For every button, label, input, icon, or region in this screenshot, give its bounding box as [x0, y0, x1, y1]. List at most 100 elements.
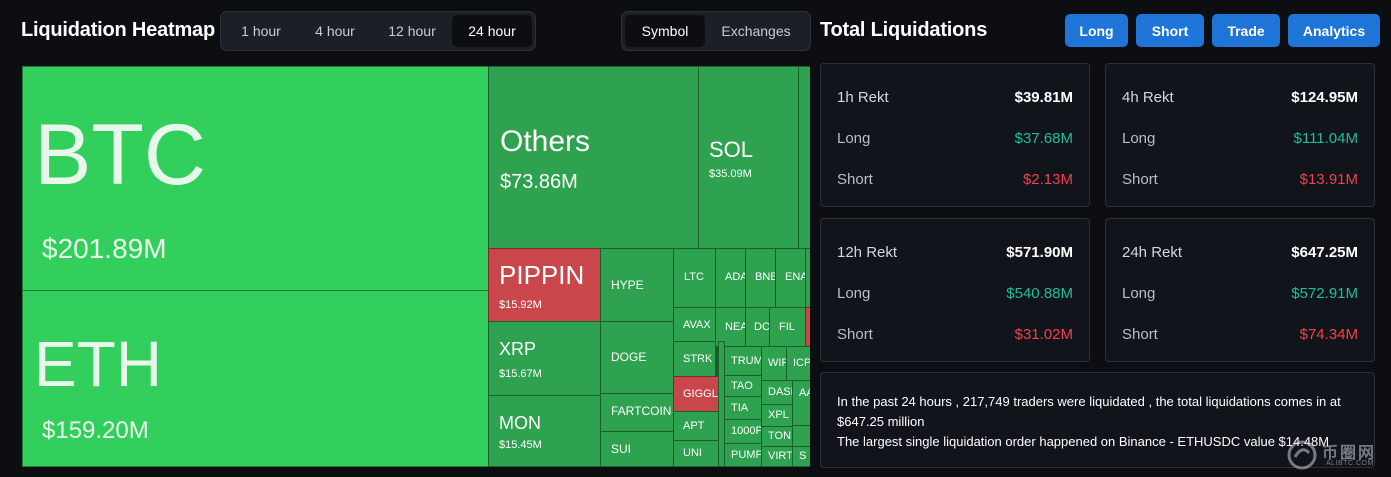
card-label: 24h Rekt — [1122, 244, 1183, 261]
tile-eth[interactable]: ETH $159.20M — [22, 290, 489, 467]
tab-24-hour[interactable]: 24 hour — [452, 15, 532, 47]
card-total: $647.25M — [1291, 244, 1358, 261]
tab-exchanges[interactable]: Exchanges — [721, 23, 791, 39]
tile-tia-symbol: TIA — [731, 402, 749, 414]
tile-btc[interactable]: BTC $201.89M — [22, 66, 489, 291]
watermark-swirl-icon — [1287, 440, 1317, 470]
tile-ton[interactable]: TON — [761, 426, 793, 447]
summary-line-2: The largest single liquidation order hap… — [837, 434, 1330, 449]
tile-dot[interactable]: DOT — [745, 307, 770, 347]
tile-xpl[interactable]: XPL — [761, 404, 793, 427]
tile-sui-symbol: SUI — [611, 442, 632, 456]
card-total: $571.90M — [1006, 244, 1073, 261]
analytics-button[interactable]: Analytics — [1288, 14, 1380, 47]
tile-icp[interactable]: ICP — [786, 346, 810, 381]
tile-ena-symbol: ENA — [785, 271, 806, 283]
tile-apt-symbol: APT — [683, 420, 705, 432]
tile-dash[interactable]: DASH — [761, 380, 793, 405]
tile-apt[interactable]: APT — [673, 411, 719, 441]
tile-doge[interactable]: DOGE — [600, 321, 674, 394]
card-label: 4h Rekt — [1122, 89, 1174, 106]
rekt-card-24h: 24h Rekt $647.25M Long $572.91M Short $74.3… — [1105, 218, 1375, 362]
tab-4-hour[interactable]: 4 hour — [315, 23, 355, 39]
tile-bnb[interactable]: BNB — [745, 248, 776, 308]
long-label: Long — [1122, 285, 1156, 302]
tile-xpl-symbol: XPL — [768, 409, 789, 421]
trade-button[interactable]: Trade — [1212, 14, 1280, 47]
tile-others-symbol: Others — [500, 125, 591, 158]
heatmap-title: Liquidation Heatmap — [21, 19, 215, 41]
short-label: Short — [1122, 171, 1158, 188]
tile-trump[interactable]: TRUMP — [724, 346, 762, 376]
short-value: $74.34M — [1299, 326, 1358, 343]
tile-avax[interactable]: AVAX — [673, 307, 716, 342]
tile-pump-symbol: PUMP — [731, 449, 762, 461]
tile-fartcoin-symbol: FARTCOIN — [611, 404, 672, 418]
tile-giggle-symbol: GIGGLE — [683, 388, 718, 400]
tile-sol[interactable]: SOL $35.09M — [698, 66, 799, 249]
tile-1000pepe[interactable]: 1000PEPE — [724, 419, 762, 444]
tile-aave[interactable]: AAVE — [792, 380, 810, 426]
tile-fartcoin[interactable]: FARTCOIN — [600, 393, 674, 432]
card-label: 1h Rekt — [837, 89, 889, 106]
tab-symbol[interactable]: Symbol — [625, 15, 705, 47]
tile-near-symbol: NEAR — [725, 321, 745, 333]
tile-others[interactable]: Others $73.86M — [488, 66, 699, 249]
tab-1-hour[interactable]: 1 hour — [241, 23, 281, 39]
tile-virtual[interactable]: VIRTUAL — [761, 446, 793, 467]
tile-xrp[interactable]: XRP $15.67M — [488, 321, 601, 396]
tile-hype-symbol: HYPE — [611, 278, 644, 292]
tile-ena[interactable]: ENA — [775, 248, 806, 308]
tile-small-strip-1[interactable] — [805, 248, 810, 308]
tile-other-strip[interactable] — [798, 66, 810, 249]
tile-fil[interactable]: FIL — [769, 307, 806, 347]
tile-strk-symbol: STRK — [683, 353, 713, 365]
card-label: 12h Rekt — [837, 244, 898, 261]
long-button[interactable]: Long — [1065, 14, 1128, 47]
rekt-card-1h: 1h Rekt $39.81M Long $37.68M Short $2.13M — [820, 63, 1090, 207]
tile-pippin[interactable]: PIPPIN $15.92M — [488, 248, 601, 322]
tile-uni[interactable]: UNI — [673, 440, 719, 467]
time-range-tabs: 1 hour 4 hour 12 hour 24 hour — [220, 11, 536, 51]
tile-strk[interactable]: STRK — [673, 341, 716, 377]
tile-tao[interactable]: TAO — [724, 375, 762, 397]
tile-xrp-value: $15.67M — [499, 368, 542, 380]
tile-hype[interactable]: HYPE — [600, 248, 674, 322]
short-label: Short — [837, 326, 873, 343]
tile-tia[interactable]: TIA — [724, 396, 762, 420]
tile-icp-symbol: ICP — [793, 357, 810, 369]
tile-ltc[interactable]: LTC — [673, 248, 716, 308]
tile-dot-symbol: DOT — [754, 321, 770, 333]
tile-sol-symbol: SOL — [709, 137, 754, 162]
tile-aave-symbol: AAVE — [799, 387, 810, 399]
tile-sui[interactable]: SUI — [600, 431, 674, 467]
tile-mon-value: $15.45M — [499, 439, 542, 451]
tab-12-hour[interactable]: 12 hour — [388, 23, 436, 39]
tile-mon[interactable]: MON $15.45M — [488, 395, 601, 467]
long-value: $37.68M — [1014, 130, 1073, 147]
long-value: $572.91M — [1291, 285, 1358, 302]
tile-eth-symbol: ETH — [34, 328, 162, 400]
rekt-card-12h: 12h Rekt $571.90M Long $540.88M Short $31.0… — [820, 218, 1090, 362]
tile-small-strip-red[interactable] — [805, 307, 810, 347]
tile-wif-symbol: WIF — [768, 357, 787, 369]
tile-small-strip-3[interactable] — [718, 341, 725, 467]
tile-pippin-symbol: PIPPIN — [499, 260, 585, 290]
watermark-text: 币圈网 — [1322, 445, 1377, 462]
tile-pump[interactable]: PUMP — [724, 443, 762, 467]
tile-small-strip-2[interactable] — [792, 425, 810, 447]
tile-s-symbol: S — [799, 450, 807, 462]
tile-s[interactable]: S — [792, 446, 810, 467]
tile-ada-symbol: ADA — [725, 271, 746, 283]
tile-tao-symbol: TAO — [731, 380, 753, 392]
tile-wif[interactable]: WIF — [761, 346, 787, 381]
card-total: $39.81M — [1014, 89, 1073, 106]
tile-1000pepe-symbol: 1000PEPE — [731, 425, 761, 437]
tile-giggle[interactable]: GIGGLE — [673, 376, 719, 412]
tile-ada[interactable]: ADA — [715, 248, 746, 308]
watermark-logo: 币圈网 ALIBTC.COM — [1286, 437, 1386, 475]
short-button[interactable]: Short — [1136, 14, 1204, 47]
short-value: $31.02M — [1014, 326, 1073, 343]
card-total: $124.95M — [1291, 89, 1358, 106]
tile-near[interactable]: NEAR — [715, 307, 746, 347]
